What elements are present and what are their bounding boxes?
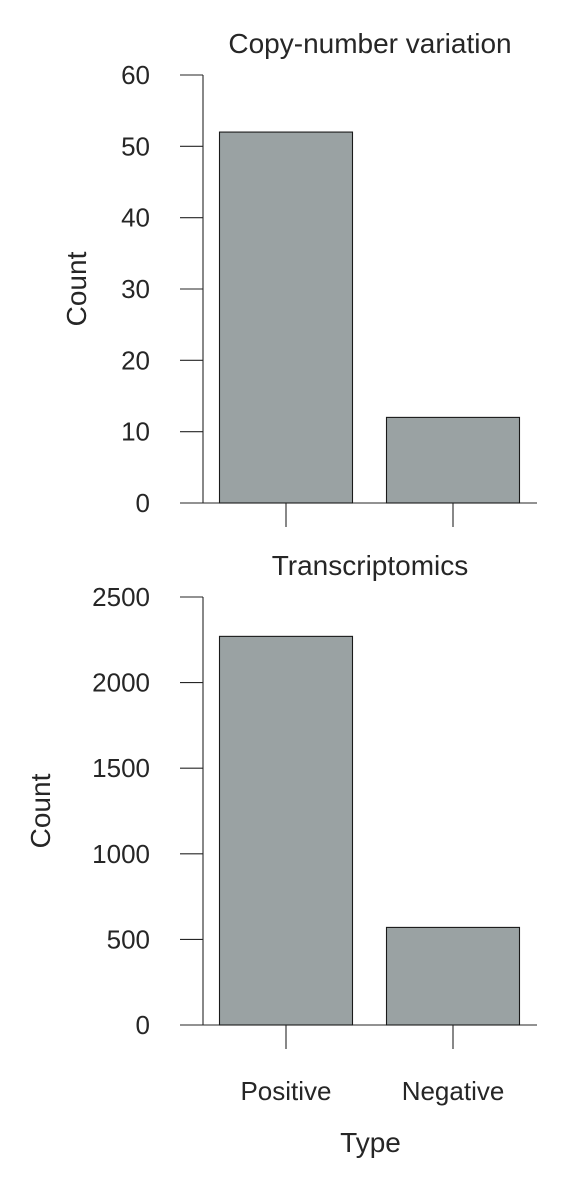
- y-axis-label: Count: [25, 773, 56, 848]
- y-tick-label: 60: [121, 60, 150, 90]
- x-axis-label: Type: [340, 1127, 401, 1158]
- y-tick-label: 0: [136, 1010, 150, 1040]
- y-tick-label: 2500: [92, 582, 150, 612]
- bar-positive: [218, 635, 354, 1026]
- bar-positive: [218, 131, 354, 504]
- x-tick-label: Positive: [240, 1076, 331, 1106]
- chart-transcriptomics: Transcriptomics Count 0 500 1000 1500 2000 2500…: [25, 550, 537, 1158]
- y-tick-label: 1000: [92, 839, 150, 869]
- chart-title: Copy-number variation: [228, 28, 511, 59]
- y-tick-label: 2000: [92, 668, 150, 698]
- chart-copy-number-variation: Copy-number variation Count 0 10 20 30 40 50 60: [61, 28, 537, 527]
- y-tick-label: 40: [121, 203, 150, 233]
- y-tick-label: 0: [136, 488, 150, 518]
- y-tick-label: 20: [121, 345, 150, 375]
- y-tick-label: 10: [121, 417, 150, 447]
- y-tick-label: 500: [107, 924, 150, 954]
- chart-title: Transcriptomics: [272, 550, 469, 581]
- x-tick-label: Negative: [402, 1076, 505, 1106]
- y-tick-label: 30: [121, 274, 150, 304]
- y-tick-label: 1500: [92, 753, 150, 783]
- y-axis-label: Count: [61, 251, 92, 326]
- y-tick-label: 50: [121, 131, 150, 161]
- bar-negative: [385, 926, 521, 1026]
- bar-negative: [385, 416, 521, 504]
